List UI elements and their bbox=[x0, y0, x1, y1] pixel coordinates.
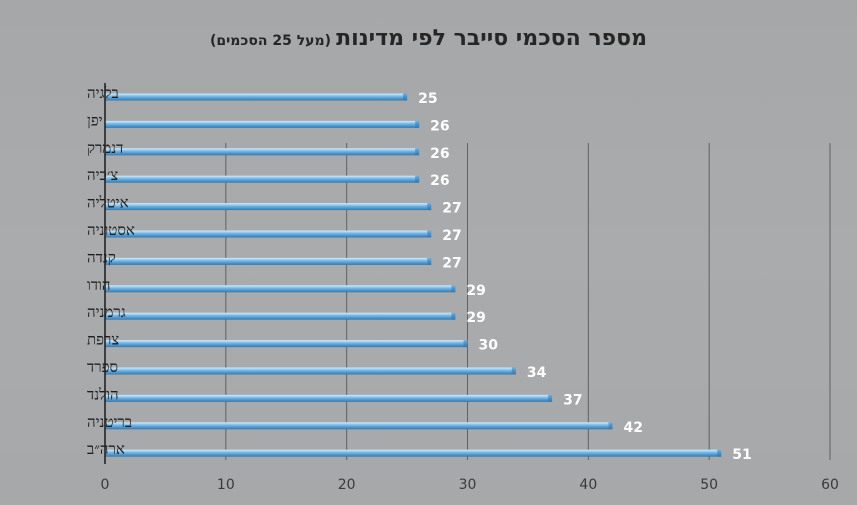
bar bbox=[105, 394, 553, 402]
chart-title-main: מספר הסכמי סייבר לפי מדינות bbox=[336, 26, 647, 51]
category-label: בריטניה bbox=[87, 413, 132, 431]
category-label: איטליה bbox=[87, 194, 129, 212]
bar-end-cap bbox=[415, 148, 420, 156]
bar bbox=[105, 367, 516, 375]
category-label: הולנד bbox=[87, 385, 119, 403]
bar-end-cap bbox=[451, 312, 456, 320]
bar bbox=[105, 175, 420, 183]
bar-end-cap bbox=[403, 93, 408, 101]
x-tick-label: 40 bbox=[579, 477, 597, 493]
bar bbox=[105, 93, 408, 101]
category-label: בלגיה bbox=[87, 84, 119, 102]
category-label: צרפת bbox=[87, 331, 119, 349]
bar bbox=[105, 340, 468, 348]
category-label: הודו bbox=[87, 276, 111, 294]
category-label: דנמרק bbox=[87, 139, 123, 157]
bar-end-cap bbox=[427, 203, 432, 211]
category-label: צ׳כיה bbox=[87, 166, 118, 184]
category-label: ספרד bbox=[87, 358, 118, 376]
bar bbox=[105, 148, 420, 156]
bar-value-label: 26 bbox=[430, 146, 449, 162]
bar-value-label: 37 bbox=[563, 392, 582, 408]
x-tick-label: 20 bbox=[338, 477, 356, 493]
bar-end-cap bbox=[717, 449, 722, 457]
bar bbox=[105, 203, 432, 211]
bar-end-cap bbox=[548, 394, 553, 402]
bar bbox=[105, 449, 722, 457]
bar-end-cap bbox=[415, 120, 420, 128]
bar-value-label: 27 bbox=[442, 201, 461, 217]
x-tick-label: 60 bbox=[821, 477, 839, 493]
bar-end-cap bbox=[427, 230, 432, 238]
chart-title: מספר הסכמי סייבר לפי מדינות (מעל 25 הסכמ… bbox=[0, 26, 857, 51]
bar bbox=[105, 120, 420, 128]
bar-end-cap bbox=[415, 175, 420, 183]
gridlines bbox=[225, 143, 831, 460]
bar-value-label: 34 bbox=[527, 365, 547, 381]
bar-value-label: 29 bbox=[466, 283, 485, 299]
bar-value-label: 51 bbox=[732, 447, 751, 463]
bar-end-cap bbox=[463, 340, 468, 348]
labels: 0 10 20 30 40 50 60 25 בלגיה 26 יפן 26 דנמרק 26 צ׳כיה 2… bbox=[87, 84, 839, 493]
bar-value-label: 27 bbox=[442, 255, 461, 271]
bar bbox=[105, 422, 613, 430]
x-tick-label: 50 bbox=[700, 477, 718, 493]
bar-end-cap bbox=[451, 285, 456, 293]
bar-value-label: 26 bbox=[430, 118, 449, 134]
bar bbox=[105, 312, 456, 320]
category-label: קנדה bbox=[87, 248, 116, 266]
x-tick-label: 30 bbox=[459, 477, 477, 493]
chart-subtitle: (מעל 25 הסכמים) bbox=[210, 33, 332, 49]
bar-end-cap bbox=[511, 367, 516, 375]
bar-end-cap bbox=[427, 257, 432, 265]
bar-value-label: 27 bbox=[442, 228, 461, 244]
bar-value-label: 30 bbox=[479, 338, 499, 354]
bar-value-label: 26 bbox=[430, 173, 449, 189]
bar-value-label: 25 bbox=[418, 91, 437, 107]
bar bbox=[105, 257, 432, 265]
bar-value-label: 42 bbox=[624, 420, 643, 436]
x-tick-label: 0 bbox=[101, 477, 110, 493]
category-label: אסטוניה bbox=[87, 221, 135, 239]
category-label: ארה״ב bbox=[87, 440, 125, 458]
bar bbox=[105, 230, 432, 238]
bar-value-label: 29 bbox=[466, 310, 485, 326]
bar-end-cap bbox=[608, 422, 613, 430]
bar bbox=[105, 285, 456, 293]
x-tick-label: 10 bbox=[217, 477, 235, 493]
category-label: גרמניה bbox=[87, 303, 126, 321]
category-label: יפן bbox=[87, 111, 103, 129]
bars bbox=[105, 93, 722, 457]
